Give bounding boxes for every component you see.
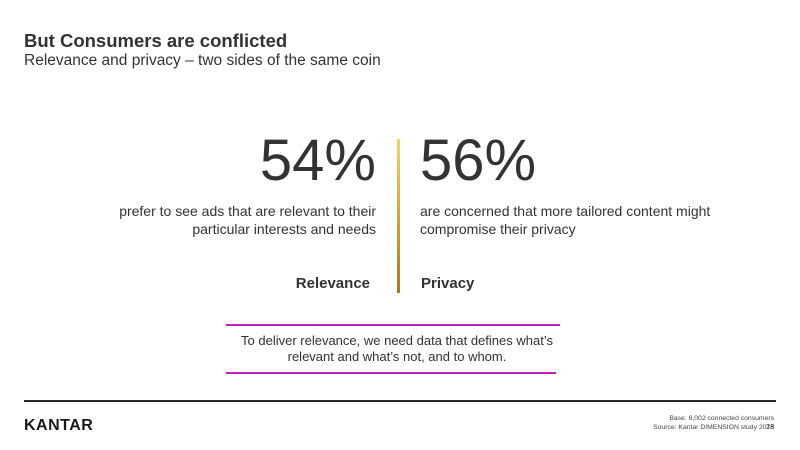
callout-text: To deliver relevance, we need data that …	[241, 333, 553, 364]
relevance-description: prefer to see ads that are relevant to t…	[119, 203, 376, 237]
logo-text: KANTAR	[24, 417, 94, 434]
kantar-logo: KANTAR	[24, 417, 93, 435]
slide-title: But Consumers are conflicted	[24, 30, 288, 51]
relevance-stat: 54%	[259, 128, 376, 193]
relevance-label: Relevance	[295, 275, 370, 292]
base-note: Base: 8,002 connected consumers	[669, 415, 774, 422]
page-number: 28	[766, 422, 775, 431]
center-divider	[397, 139, 400, 293]
slide-subtitle: Relevance and privacy – two sides of the…	[24, 52, 381, 69]
footer-rule	[24, 400, 776, 402]
source-note: Source: Kantar DIMENSION study 2018	[653, 424, 774, 431]
callout-bottom-rule	[226, 372, 556, 374]
privacy-stat: 56%	[420, 128, 537, 193]
callout-top-rule	[226, 324, 560, 326]
footnote: Base: 8,002 connected consumers Source: …	[653, 414, 774, 432]
privacy-label: Privacy	[421, 275, 475, 292]
privacy-description: are concerned that more tailored content…	[420, 203, 711, 237]
